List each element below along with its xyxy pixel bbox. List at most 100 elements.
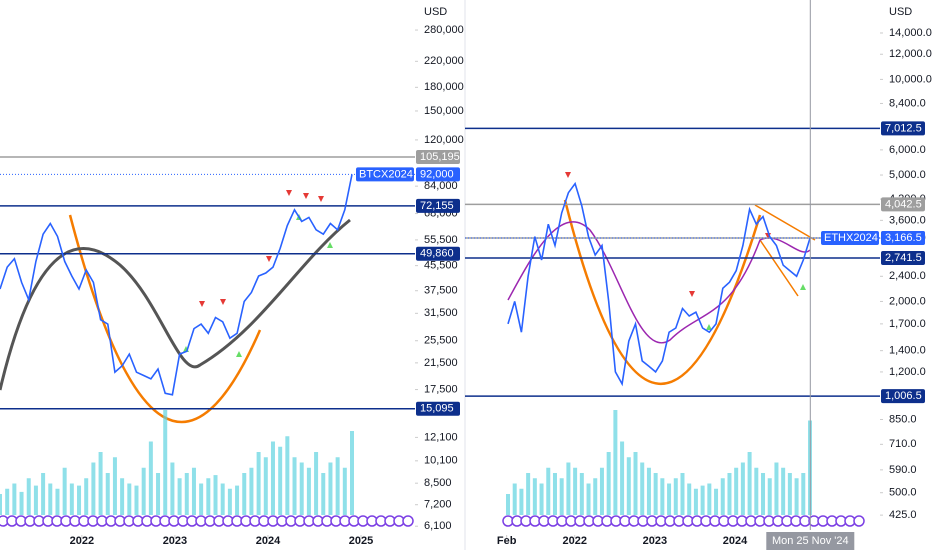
- y-tick-label: 220,000: [424, 55, 464, 67]
- y-tick-label: 1,200.0: [889, 366, 926, 378]
- volume-bar: [787, 473, 792, 515]
- level-label: 2,741.5: [885, 252, 922, 264]
- trend-line: [754, 204, 816, 297]
- y-tick-label: 31,500: [424, 307, 458, 319]
- volume-bar: [206, 478, 211, 515]
- event-icon: [853, 515, 865, 527]
- volume-bar: [41, 473, 46, 515]
- volume-bar: [646, 467, 651, 515]
- volume-bar: [285, 436, 290, 515]
- volume-bar: [566, 462, 571, 515]
- x-tick-label: Feb: [497, 535, 517, 547]
- volume-bar: [606, 452, 611, 515]
- y-tick-label: 2,400.0: [889, 270, 926, 282]
- y-tick-label: 180,000: [424, 81, 464, 93]
- volume-bar: [727, 473, 732, 515]
- cup-arc: [68, 214, 262, 424]
- y-tick-label: 5,000.0: [889, 169, 926, 181]
- level-box: [881, 197, 925, 212]
- volume-bar: [660, 478, 665, 515]
- volume-bar: [633, 452, 638, 515]
- volume-bar: [306, 467, 311, 515]
- event-icons: [0, 515, 865, 527]
- volume-bar: [278, 446, 283, 515]
- volume-bar: [69, 483, 74, 515]
- volume-bar: [235, 485, 240, 515]
- y-tick-label: 710.0: [889, 438, 917, 450]
- axis-unit: USD: [424, 6, 447, 18]
- volume-bar: [84, 478, 89, 515]
- volume-bar: [801, 473, 806, 515]
- last-box: [416, 167, 460, 182]
- volume-bar: [19, 491, 24, 515]
- volume-bar: [740, 462, 745, 515]
- price-line: [507, 181, 811, 387]
- volume-bar: [98, 452, 103, 515]
- y-tick-label: 12,000.0: [889, 48, 932, 60]
- volume-bar: [242, 473, 247, 515]
- y-tick-label: 7,200: [424, 499, 452, 511]
- volume-bar: [532, 478, 537, 515]
- volume-bar: [512, 483, 517, 515]
- last-box: [881, 231, 925, 246]
- crosshair-label: Mon 25 Nov '24: [772, 535, 849, 547]
- y-tick-label: 14,000.0: [889, 27, 932, 39]
- symbol-label: BTCX2024: [359, 168, 413, 180]
- volume-bar: [526, 473, 531, 515]
- volume-bar: [321, 473, 326, 515]
- x-tick-label: 2022: [563, 535, 587, 547]
- volume-bar: [148, 441, 153, 515]
- level-label: 7,012.5: [885, 122, 922, 134]
- y-tick-label: 45,500: [424, 260, 458, 272]
- volume-bar: [506, 494, 510, 515]
- volume-bar: [191, 467, 196, 515]
- y-tick-label: 150,000: [424, 105, 464, 117]
- volume-bar: [12, 483, 17, 515]
- level-box: [416, 149, 460, 164]
- volume-bar: [673, 478, 678, 515]
- volume-bar: [586, 483, 591, 515]
- volume-bar: [91, 462, 96, 515]
- volume-bar: [112, 457, 117, 515]
- volume-bar: [519, 488, 524, 515]
- volume-bar: [314, 452, 319, 515]
- volume-bar: [593, 478, 598, 515]
- level-box: [881, 121, 925, 136]
- level-label: 4,042.5: [885, 198, 922, 210]
- volume-bar: [747, 452, 752, 515]
- volume-bar: [350, 431, 354, 515]
- volume-bar: [199, 483, 204, 515]
- volume-bar: [559, 478, 564, 515]
- volume-bar: [761, 473, 766, 515]
- volume-bar: [299, 462, 304, 515]
- volume-bar: [640, 462, 645, 515]
- y-tick-label: 8,400.0: [889, 97, 926, 109]
- volume-bar: [720, 478, 725, 515]
- volume-bar: [546, 467, 551, 515]
- y-tick-label: 55,500: [424, 234, 458, 246]
- cup-arc: [563, 199, 762, 385]
- y-tick-label: 6,100: [424, 520, 452, 532]
- last-label: 92,000: [420, 168, 454, 180]
- x-tick-label: 2025: [349, 535, 373, 547]
- last-label: 3,166.5: [885, 232, 922, 244]
- volume-bar: [653, 473, 658, 515]
- volume-bar: [33, 485, 38, 515]
- x-tick-label: 2023: [163, 535, 187, 547]
- y-tick-label: 3,600.0: [889, 214, 926, 226]
- volume-bar: [335, 457, 340, 515]
- volume-bar: [714, 488, 719, 515]
- y-tick-label: 8,500: [424, 477, 452, 489]
- volume-bar: [127, 483, 132, 515]
- level-box: [416, 401, 460, 416]
- level-label: 49,860: [420, 248, 454, 260]
- volume-bar: [680, 473, 685, 515]
- price-line: [0, 174, 353, 396]
- y-tick-label: 850.0: [889, 413, 917, 425]
- crosshair-box: [766, 532, 855, 550]
- volume-bar: [774, 462, 779, 515]
- y-tick-label: 500.0: [889, 487, 917, 499]
- volume-bar: [270, 441, 275, 515]
- event-icon: [402, 515, 414, 527]
